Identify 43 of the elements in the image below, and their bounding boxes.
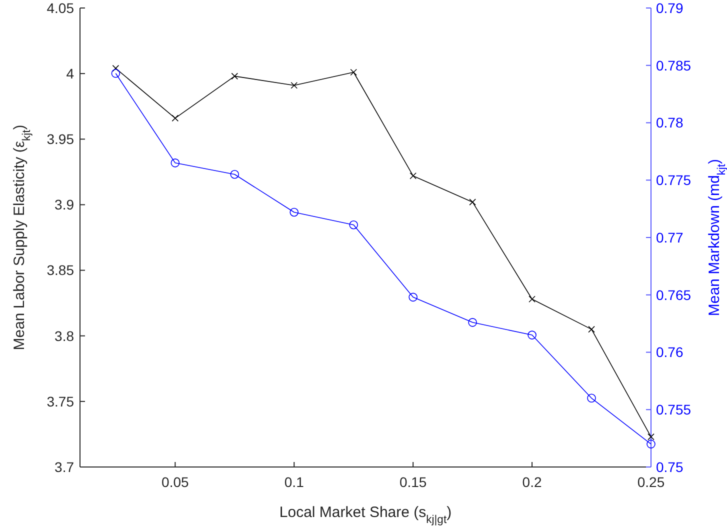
point [112, 64, 120, 72]
y-tick-label: 3.95 [46, 131, 74, 148]
y2-tick-label: 0.79 [656, 0, 684, 16]
y-tick-label: 4.05 [46, 0, 74, 16]
point [170, 158, 180, 168]
x-tick-label: 0.1 [284, 474, 304, 490]
point [648, 433, 654, 440]
point [408, 292, 418, 302]
y-tick-label: 3.8 [54, 328, 74, 344]
point [290, 208, 299, 217]
x-tick-label: 0.2 [522, 474, 542, 490]
point [528, 330, 536, 340]
y2-tick-label: 0.77 [656, 229, 684, 246]
y2-tick-label: 0.78 [656, 114, 684, 131]
point [469, 198, 476, 206]
point [468, 318, 477, 327]
y-tick-label: 4 [66, 65, 74, 82]
y2-tick-label: 0.76 [656, 344, 684, 360]
y2-tick-label: 0.775 [656, 172, 692, 188]
point [230, 170, 240, 179]
y2-tick-label: 0.755 [656, 402, 692, 418]
x-tick-label: 0.15 [399, 474, 427, 490]
x-axis-title: Local Market Share (s$_{kj|gt}$) [279, 504, 452, 526]
point [410, 172, 416, 180]
y2-tick-label: 0.75 [656, 458, 684, 475]
point [646, 440, 656, 448]
y-tick-label: 3.9 [54, 196, 74, 213]
point [172, 114, 179, 122]
y2-tick-label: 0.785 [656, 57, 692, 74]
point [349, 220, 358, 230]
point [587, 394, 596, 403]
point [350, 68, 358, 76]
point [111, 69, 120, 78]
point [588, 326, 595, 333]
x-tick-label: 0.25 [637, 474, 665, 490]
point [528, 296, 536, 303]
point [290, 82, 298, 89]
y2-tick-label: 0.765 [656, 286, 692, 303]
y-tick-label: 3.85 [46, 262, 74, 278]
point [231, 72, 238, 80]
y-tick-label: 3.7 [54, 458, 74, 475]
y-tick-label: 3.75 [46, 393, 74, 410]
x-tick-label: 0.05 [162, 474, 190, 490]
